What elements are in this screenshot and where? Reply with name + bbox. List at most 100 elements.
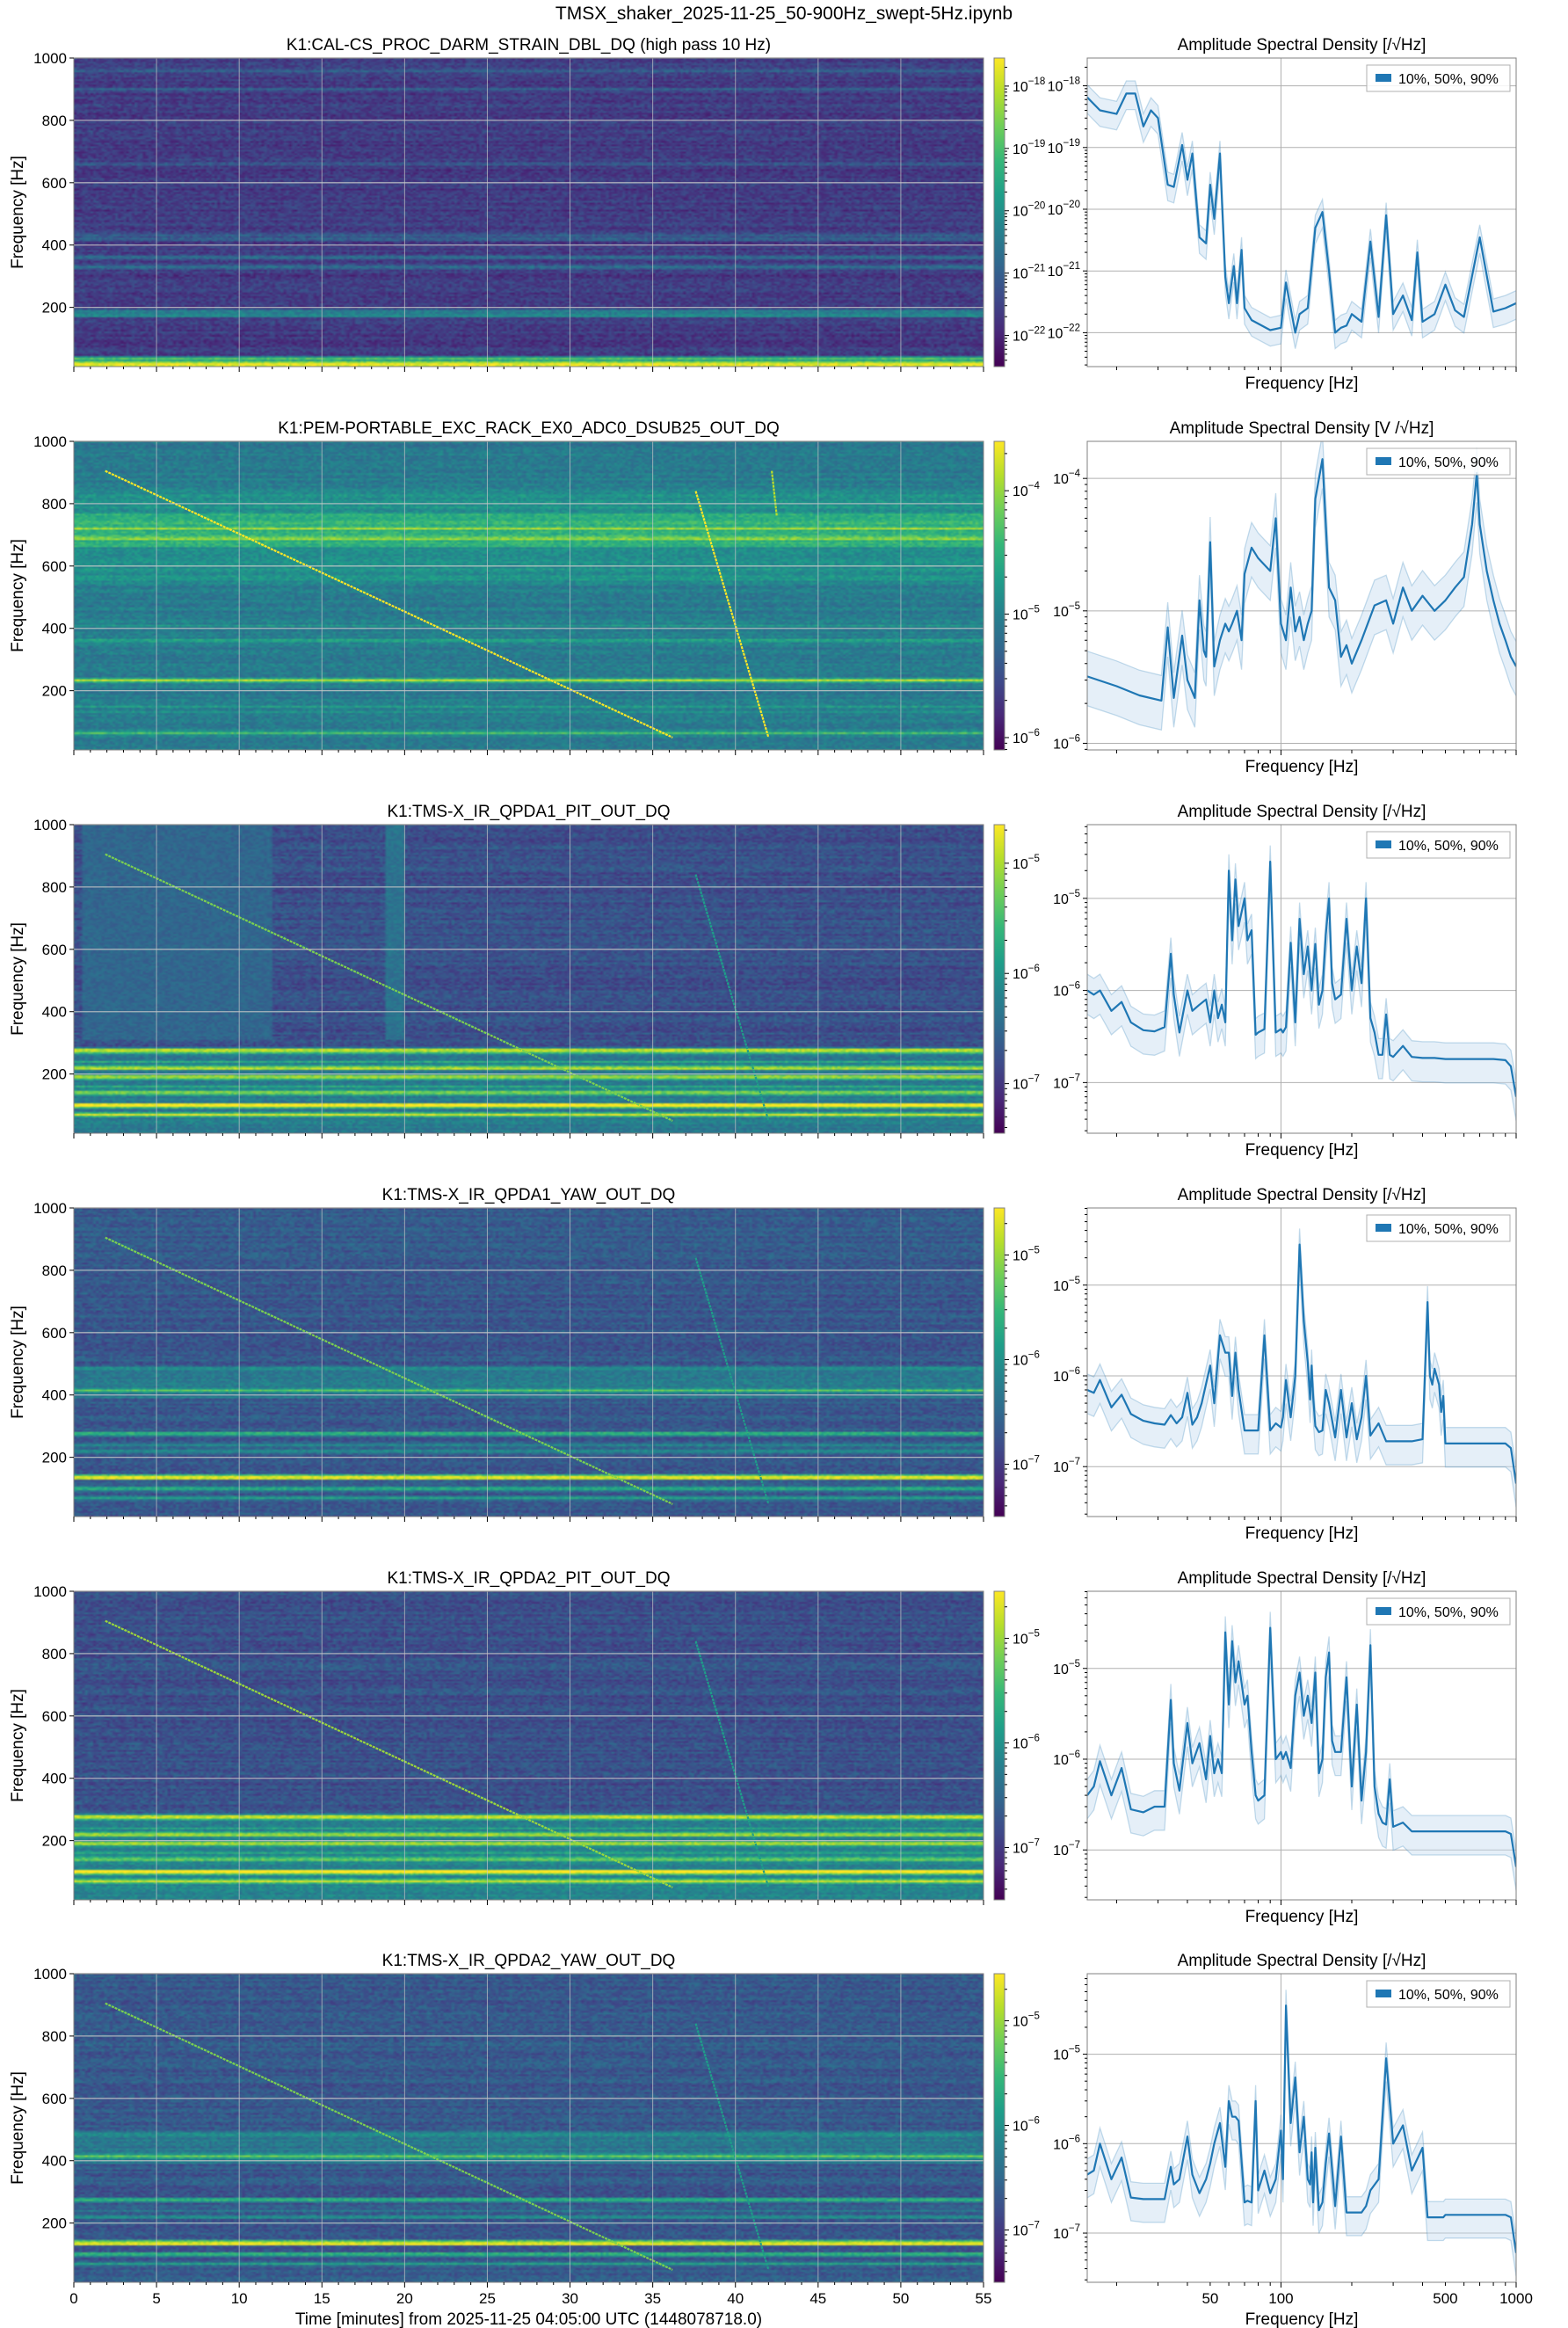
x-tick-label: 15 bbox=[314, 2290, 330, 2307]
y-axis-label: Frequency [Hz] bbox=[9, 1689, 27, 1802]
x-tick-label: 40 bbox=[727, 2290, 744, 2307]
y-tick-label: 10−7 bbox=[1053, 1457, 1080, 1475]
colorbar-tick-label: 10−7 bbox=[1013, 1455, 1040, 1473]
asd-panel-5: 10−5 10−6 10−7 Frequency [Hz] Amplitude Spec… bbox=[1053, 1569, 1517, 1926]
y-tick-label: 400 bbox=[42, 2153, 67, 2170]
x-axis-label: Frequency [Hz] bbox=[1245, 1141, 1359, 1160]
y-tick-label: 10−21 bbox=[1048, 261, 1080, 280]
x-tick-label: 45 bbox=[809, 2290, 826, 2307]
asd-title: Amplitude Spectral Density [/√Hz] bbox=[1178, 1186, 1426, 1204]
y-axis-label: Frequency [Hz] bbox=[9, 539, 27, 652]
spectrogram-title: K1:TMS-X_IR_QPDA2_YAW_OUT_DQ bbox=[382, 1952, 676, 1970]
y-axis-label: Frequency [Hz] bbox=[9, 156, 27, 269]
colorbar bbox=[993, 1590, 1005, 1901]
y-tick-label: 10−6 bbox=[1053, 1366, 1080, 1385]
asd-plot-area bbox=[1087, 845, 1516, 1121]
y-tick-label: 600 bbox=[42, 942, 67, 958]
y-tick-label: 1000 bbox=[33, 817, 67, 833]
y-tick-label: 600 bbox=[42, 1325, 67, 1342]
y-tick-label: 10−5 bbox=[1053, 1276, 1080, 1294]
colorbar-tick-label: 10−4 bbox=[1013, 481, 1041, 499]
spectrogram-frame bbox=[73, 1973, 984, 2283]
x-axis-label: Frequency [Hz] bbox=[1245, 2310, 1359, 2328]
y-tick-label: 800 bbox=[42, 1262, 67, 1279]
asd-plot-area bbox=[1087, 441, 1516, 731]
legend-label: 10%, 50%, 90% bbox=[1398, 1988, 1499, 2003]
y-tick-label: 10−6 bbox=[1053, 1750, 1080, 1768]
y-axis-label: Frequency [Hz] bbox=[9, 922, 27, 1036]
x-tick-label: 100 bbox=[1268, 2290, 1293, 2307]
colorbar-tick-label: 10−21 bbox=[1013, 264, 1045, 282]
spectrogram-title: K1:PEM-PORTABLE_EXC_RACK_EX0_ADC0_DSUB25… bbox=[278, 419, 780, 438]
spectrogram-image bbox=[74, 1208, 984, 1517]
spectrogram-panel-1: 200 400 600 800 1000 Frequency [Hz] K1:CAL-CS_… bbox=[9, 36, 1045, 372]
spectrogram-panel-4: 200 400 600 800 1000 Frequency [Hz] K1:TMS-X_I… bbox=[9, 1186, 1040, 1522]
sweep-trace bbox=[105, 469, 673, 738]
colorbar-tick-label: 10−19 bbox=[1013, 139, 1045, 157]
colorbar-tick-label: 10−22 bbox=[1013, 326, 1045, 345]
spectrogram-image bbox=[74, 58, 984, 367]
y-tick-label: 10−7 bbox=[1053, 1073, 1080, 1091]
asd-line-10pct bbox=[1087, 488, 1516, 731]
spectrogram-title: K1:CAL-CS_PROC_DARM_STRAIN_DBL_DQ (high … bbox=[287, 36, 771, 55]
y-tick-label: 1000 bbox=[33, 433, 67, 450]
colorbar-tick-label: 10−7 bbox=[1013, 1838, 1040, 1857]
x-tick-label: 35 bbox=[644, 2290, 661, 2307]
asd-panel-6: 10−5 10−6 10−7 50 100 500 1000 Frequency [Hz] Am… bbox=[1053, 1952, 1533, 2328]
y-tick-label: 400 bbox=[42, 237, 67, 254]
x-tick-label: 1000 bbox=[1499, 2290, 1533, 2307]
legend: 10%, 50%, 90% bbox=[1366, 1214, 1511, 1242]
spectrogram-image bbox=[74, 1974, 984, 2282]
y-tick-label: 400 bbox=[42, 1387, 67, 1404]
sweep-trace bbox=[694, 491, 770, 738]
legend-swatch bbox=[1376, 74, 1391, 82]
colorbar bbox=[993, 1973, 1005, 2283]
y-tick-label: 200 bbox=[42, 683, 67, 700]
x-axis-label: Frequency [Hz] bbox=[1245, 758, 1359, 776]
asd-line-median bbox=[1087, 861, 1516, 1097]
sweep-trace bbox=[771, 470, 778, 517]
x-tick-label: 50 bbox=[1201, 2290, 1218, 2307]
colorbar-tick-label: 10−6 bbox=[1013, 728, 1040, 746]
figure-title: TMSX_shaker_2025-11-25_50-900Hz_swept-5H… bbox=[555, 4, 1013, 24]
x-axis-label: Frequency [Hz] bbox=[1245, 1908, 1359, 1926]
asd-line-90pct bbox=[1087, 1990, 1516, 2237]
x-tick-label: 55 bbox=[976, 2290, 992, 2307]
asd-line-90pct bbox=[1087, 441, 1516, 677]
asd-line-10pct bbox=[1087, 885, 1516, 1121]
x-tick-label: 10 bbox=[231, 2290, 248, 2307]
y-tick-label: 400 bbox=[42, 1771, 67, 1787]
sweep-trace bbox=[105, 853, 673, 1122]
y-tick-label: 1000 bbox=[33, 50, 67, 67]
legend-label: 10%, 50%, 90% bbox=[1398, 1605, 1499, 1620]
colorbar-tick-label: 10−6 bbox=[1013, 964, 1040, 982]
asd-line-median bbox=[1087, 1626, 1516, 1867]
x-tick-label: 20 bbox=[396, 2290, 413, 2307]
y-tick-label: 800 bbox=[42, 496, 67, 513]
y-tick-label: 1000 bbox=[33, 1966, 67, 1982]
y-tick-label: 600 bbox=[42, 558, 67, 575]
asd-line-90pct bbox=[1087, 845, 1516, 1081]
asd-background bbox=[1087, 58, 1516, 367]
asd-band-10-90 bbox=[1087, 1611, 1516, 1891]
colorbar-tick-label: 10−5 bbox=[1013, 2012, 1040, 2030]
x-tick-label: 0 bbox=[69, 2290, 77, 2307]
y-tick-label: 1000 bbox=[33, 1200, 67, 1217]
asd-line-90pct bbox=[1087, 1228, 1516, 1468]
colorbar-tick-label: 10−20 bbox=[1013, 201, 1045, 220]
sweep-trace bbox=[694, 874, 770, 1122]
colorbar bbox=[993, 824, 1005, 1134]
asd-title: Amplitude Spectral Density [V /√Hz] bbox=[1170, 419, 1434, 438]
legend-label: 10%, 50%, 90% bbox=[1398, 455, 1499, 470]
asd-line-90pct bbox=[1087, 80, 1516, 322]
y-tick-label: 10−22 bbox=[1048, 323, 1080, 341]
asd-panel-1: 10−18 10−19 10−20 10−21 10−22 Frequency [Hz] A… bbox=[1048, 36, 1517, 393]
asd-frame bbox=[1086, 1973, 1517, 2283]
y-tick-label: 800 bbox=[42, 879, 67, 896]
y-tick-label: 10−7 bbox=[1053, 1840, 1080, 1859]
legend-swatch bbox=[1376, 1224, 1391, 1232]
y-tick-label: 400 bbox=[42, 621, 67, 637]
colorbar-tick-label: 10−5 bbox=[1013, 1629, 1040, 1648]
x-tick-label: 30 bbox=[562, 2290, 578, 2307]
y-tick-label: 200 bbox=[42, 1833, 67, 1850]
